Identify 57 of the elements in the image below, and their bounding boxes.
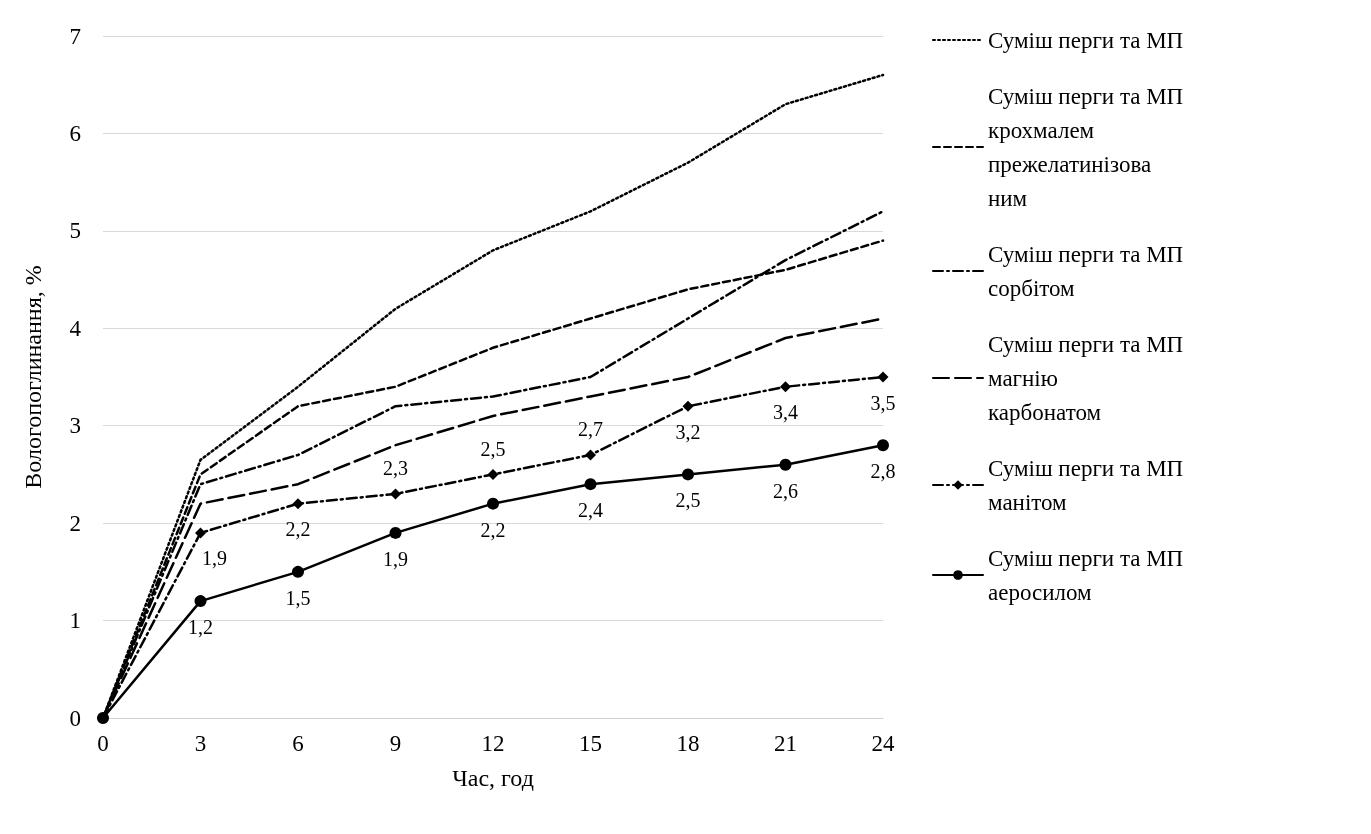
point — [292, 565, 304, 578]
data-label: 2,7 — [578, 418, 603, 441]
x-tick-label: 9 — [389, 731, 402, 756]
data-label: 2,6 — [773, 479, 798, 502]
x-tick-label: 3 — [194, 731, 207, 756]
point — [877, 371, 889, 383]
legend-label: Суміш перги та МП аеросилом — [988, 545, 1189, 605]
point — [292, 498, 304, 510]
point — [682, 400, 694, 412]
data-label: 1,2 — [188, 616, 213, 639]
point — [390, 488, 401, 500]
x-tick-label: 6 — [292, 731, 304, 756]
data-label: 1,5 — [285, 586, 311, 609]
legend-label: Суміш перги та МП сорбітом — [988, 241, 1189, 301]
y-tick-label: 3 — [69, 413, 81, 439]
x-tick-label: 15 — [579, 731, 602, 756]
point — [389, 526, 402, 539]
x-tick-label: 18 — [676, 731, 700, 756]
x-axis-title: Час, год — [452, 765, 534, 791]
legend-label: Суміш перги та МП манітом — [988, 455, 1189, 515]
y-tick-label: 5 — [69, 218, 81, 244]
y-axis-title: Вологопоглинання, % — [20, 265, 46, 489]
y-tick-label: 1 — [69, 608, 81, 634]
y-tick-label: 0 — [69, 705, 81, 731]
point — [780, 381, 791, 393]
data-label: 3,2 — [675, 420, 701, 443]
point — [779, 458, 792, 471]
data-label: 2,3 — [383, 457, 408, 480]
legend-label: Суміш перги та МП магнію карбонатом — [988, 331, 1189, 425]
point — [487, 468, 499, 480]
point — [584, 478, 597, 491]
data-label: 2,2 — [285, 518, 311, 541]
x-tick-label: 0 — [97, 731, 109, 756]
point — [877, 439, 889, 452]
data-label: 2,4 — [578, 499, 603, 522]
point — [682, 468, 694, 481]
y-tick-label: 6 — [69, 120, 81, 146]
data-label: 1,9 — [383, 547, 408, 570]
data-label: 2,2 — [480, 518, 506, 541]
data-label: 3,5 — [870, 391, 896, 414]
point — [195, 527, 206, 539]
x-tick-label: 12 — [481, 731, 505, 756]
y-tick-label: 4 — [69, 315, 82, 341]
point — [585, 449, 596, 461]
point — [194, 595, 207, 608]
data-label: 3,4 — [773, 401, 798, 424]
y-tick-label: 7 — [69, 23, 81, 49]
data-label: 1,9 — [202, 547, 227, 570]
data-label: 2,5 — [480, 437, 506, 460]
x-tick-label: 24 — [871, 731, 895, 756]
x-tick-label: 21 — [774, 731, 797, 756]
legend-label: Суміш перги та МП — [988, 27, 1184, 53]
point — [487, 497, 499, 510]
legend-label: Суміш перги та МП крохмалем прежелатинізованим — [988, 83, 1189, 211]
data-label: 2,8 — [870, 460, 896, 483]
y-tick-label: 2 — [69, 510, 81, 536]
data-label: 2,5 — [675, 489, 701, 512]
